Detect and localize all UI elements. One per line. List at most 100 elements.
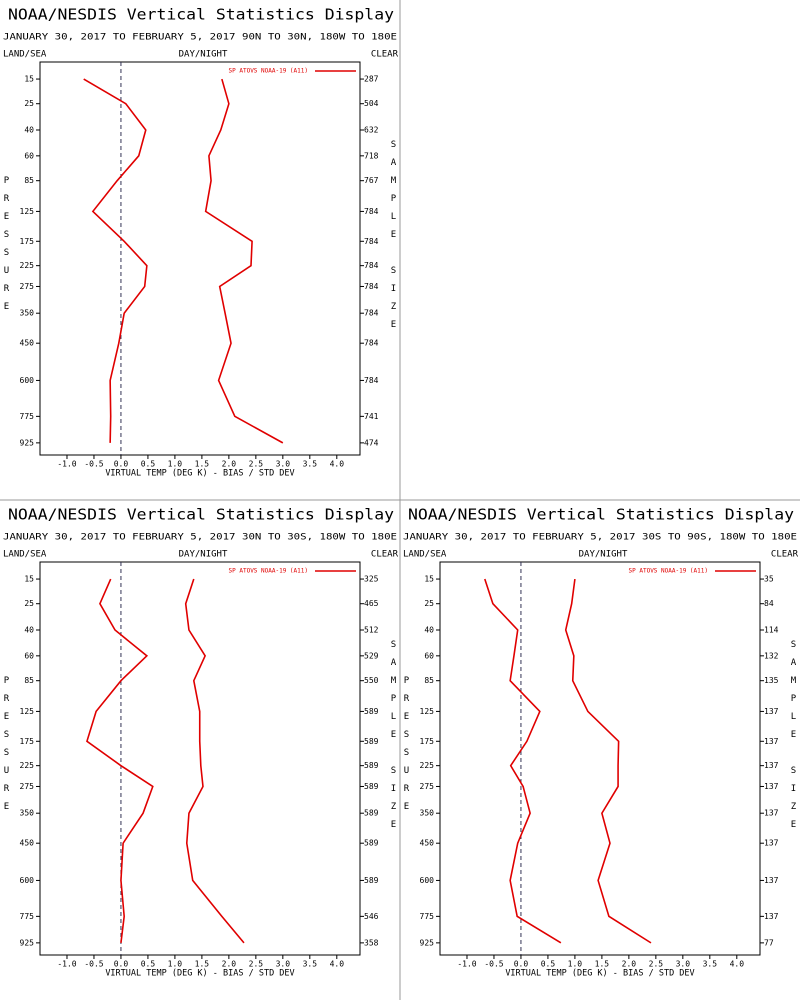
sample-size-label: 589 — [364, 737, 379, 746]
header-label: LAND/SEA — [403, 550, 447, 560]
std_dev-line — [184, 578, 245, 944]
legend-label: SP ATOVS NOAA-19 (A11) — [629, 568, 708, 575]
header-label: LAND/SEA — [3, 550, 47, 560]
x-tick-label: 4.0 — [330, 960, 345, 969]
x-tick-label: 0.0 — [114, 960, 129, 969]
y-tick-label: 275 — [420, 782, 435, 791]
y-tick-label: 125 — [20, 207, 35, 216]
sample-size-label: 741 — [364, 412, 379, 421]
x-tick-label: -0.5 — [84, 460, 103, 469]
sample-size-label: 589 — [364, 782, 379, 791]
y-tick-label: 225 — [420, 761, 435, 770]
y-tick-label: 350 — [20, 809, 35, 818]
y2-axis-label: SAMPLE SIZE — [389, 140, 399, 338]
sample-size-label: 135 — [764, 676, 779, 685]
x-tick-label: 2.5 — [249, 460, 264, 469]
plot-frame — [439, 561, 761, 956]
chart-subtitle: JANUARY 30, 2017 TO FEBRUARY 5, 2017 30N… — [3, 533, 397, 543]
sample-size-label: 784 — [364, 339, 379, 348]
x-tick-label: 1.0 — [568, 960, 583, 969]
sample-size-label: 589 — [364, 707, 379, 716]
std_dev-line — [204, 78, 284, 444]
y-axis-label: PRESSURE — [402, 676, 412, 820]
sample-size-label: 784 — [364, 282, 379, 291]
y-tick-label: 25 — [24, 599, 34, 608]
sample-size-label: 137 — [764, 761, 779, 770]
y-axis-label: PRESSURE — [2, 676, 12, 820]
y-axis-label: PRESSURE — [2, 176, 12, 320]
header-label: DAY/NIGHT — [179, 550, 228, 560]
sample-size-label: 784 — [364, 309, 379, 318]
x-axis-label: VIRTUAL TEMP (DEG K) - BIAS / STD DEV — [505, 969, 694, 979]
sample-size-label: 137 — [764, 707, 779, 716]
sample-size-label: 504 — [364, 99, 379, 108]
y-tick-label: 600 — [20, 376, 35, 385]
x-tick-label: -0.5 — [84, 960, 103, 969]
sample-size-label: 137 — [764, 912, 779, 921]
sample-size-label: 718 — [364, 151, 379, 160]
x-tick-label: 0.5 — [541, 960, 556, 969]
x-tick-label: 3.5 — [303, 460, 318, 469]
y2-axis-label: SAMPLE SIZE — [389, 640, 399, 838]
x-tick-label: 2.5 — [649, 960, 664, 969]
sample-size-label: 84 — [764, 599, 774, 608]
sample-size-label: 137 — [764, 737, 779, 746]
y-tick-label: 85 — [24, 676, 34, 685]
x-tick-label: 3.0 — [276, 460, 291, 469]
y-tick-label: 925 — [420, 938, 435, 947]
chart-subtitle: JANUARY 30, 2017 TO FEBRUARY 5, 2017 30S… — [403, 533, 797, 543]
header-label: CLEAR — [371, 50, 399, 60]
panel: NOAA/NESDIS Vertical Statistics Display J… — [402, 506, 799, 979]
x-tick-label: 0.5 — [141, 960, 156, 969]
header-label: CLEAR — [771, 550, 799, 560]
sample-size-label: 589 — [364, 839, 379, 848]
plot-frame — [39, 61, 361, 456]
x-tick-label: -1.0 — [57, 960, 76, 969]
y-tick-label: 85 — [24, 176, 34, 185]
chart-subtitle: JANUARY 30, 2017 TO FEBRUARY 5, 2017 90N… — [3, 33, 397, 43]
x-tick-label: 3.5 — [303, 960, 318, 969]
y-tick-label: 450 — [420, 839, 435, 848]
sample-size-label: 589 — [364, 809, 379, 818]
sample-size-label: 784 — [364, 237, 379, 246]
x-tick-label: -0.5 — [484, 960, 503, 969]
bias-line — [83, 78, 148, 443]
y-tick-label: 60 — [24, 651, 34, 660]
bias-line — [86, 578, 154, 943]
bias-line — [484, 578, 562, 944]
sample-size-label: 35 — [764, 575, 774, 584]
legend-label: SP ATOVS NOAA-19 (A11) — [229, 68, 308, 75]
x-tick-label: -1.0 — [457, 960, 476, 969]
sample-size-label: 784 — [364, 376, 379, 385]
x-tick-label: 1.0 — [168, 460, 183, 469]
y-tick-label: 450 — [20, 339, 35, 348]
header-label: DAY/NIGHT — [579, 550, 628, 560]
sample-size-label: 325 — [364, 575, 379, 584]
sample-size-label: 137 — [764, 809, 779, 818]
sample-size-label: 474 — [364, 438, 379, 447]
y-tick-label: 15 — [24, 575, 34, 584]
sample-size-label: 589 — [364, 761, 379, 770]
header-label: DAY/NIGHT — [179, 50, 228, 60]
y-tick-label: 40 — [424, 625, 434, 634]
sample-size-label: 77 — [764, 938, 774, 947]
x-tick-label: 1.5 — [195, 960, 210, 969]
sample-size-label: 784 — [364, 207, 379, 216]
y-tick-label: 775 — [20, 912, 35, 921]
x-tick-label: 0.5 — [141, 460, 156, 469]
y-tick-label: 40 — [24, 125, 34, 134]
y-tick-label: 60 — [424, 651, 434, 660]
x-axis-label: VIRTUAL TEMP (DEG K) - BIAS / STD DEV — [105, 969, 294, 979]
sample-size-label: 767 — [364, 176, 379, 185]
y-tick-label: 125 — [420, 707, 435, 716]
sample-size-label: 546 — [364, 912, 379, 921]
x-tick-label: 4.0 — [730, 960, 745, 969]
header-label: LAND/SEA — [3, 50, 47, 60]
y-tick-label: 275 — [20, 282, 35, 291]
y-tick-label: 15 — [24, 75, 34, 84]
y-tick-label: 60 — [24, 151, 34, 160]
x-tick-label: 0.0 — [114, 460, 129, 469]
sample-size-label: 784 — [364, 261, 379, 270]
y-tick-label: 600 — [20, 876, 35, 885]
